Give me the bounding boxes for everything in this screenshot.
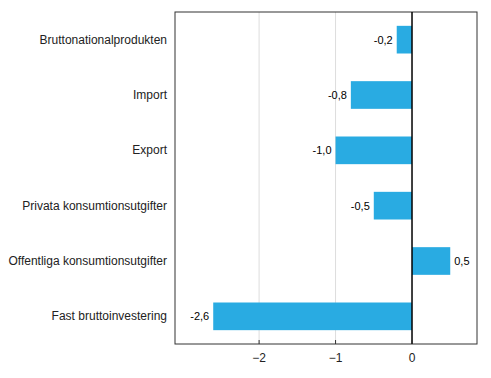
plot-frame — [175, 12, 477, 344]
x-tick-label: −2 — [252, 351, 266, 365]
data-label: -1,0 — [313, 144, 332, 156]
chart-container: −2 −1 0 Fast bruttoinvestering Offentliga ko… — [0, 0, 491, 378]
bar — [336, 137, 412, 165]
data-label: -0,8 — [328, 89, 347, 101]
category-label: Import — [133, 88, 168, 102]
zero-line — [411, 12, 413, 344]
grid-line — [335, 12, 336, 344]
x-tick — [412, 340, 413, 344]
data-label: -2,6 — [190, 310, 209, 322]
x-tick-label: −1 — [329, 351, 343, 365]
category-label: Export — [132, 143, 167, 157]
bar — [213, 303, 412, 331]
grid — [259, 12, 335, 344]
category-label: Fast bruttoinvestering — [52, 309, 167, 323]
bar — [374, 192, 412, 220]
category-label: Bruttonationalprodukten — [40, 33, 167, 47]
x-tick — [335, 340, 336, 344]
data-label: 0,5 — [454, 255, 469, 267]
data-label: -0,2 — [374, 34, 393, 46]
category-label: Privata konsumtionsutgifter — [22, 199, 167, 213]
bar — [412, 247, 450, 275]
category-label: Offentliga konsumtionsutgifter — [8, 254, 167, 268]
page: {"chart_data": {"type": "bar", "orientat… — [0, 0, 491, 378]
x-tick-label: 0 — [409, 351, 416, 365]
data-label: -0,5 — [351, 200, 370, 212]
grid-line — [259, 12, 260, 344]
bar — [351, 81, 412, 109]
y-axis: Fast bruttoinvestering Offentliga konsumt… — [8, 33, 167, 324]
chart-svg: −2 −1 0 Fast bruttoinvestering Offentliga ko… — [0, 0, 491, 378]
bars — [213, 26, 450, 330]
x-axis: −2 −1 0 — [252, 340, 415, 365]
x-tick — [259, 340, 260, 344]
bar — [397, 26, 412, 54]
data-labels: -2,6 0,5 -0,5 -1,0 -0,8 -0,2 — [190, 34, 469, 323]
